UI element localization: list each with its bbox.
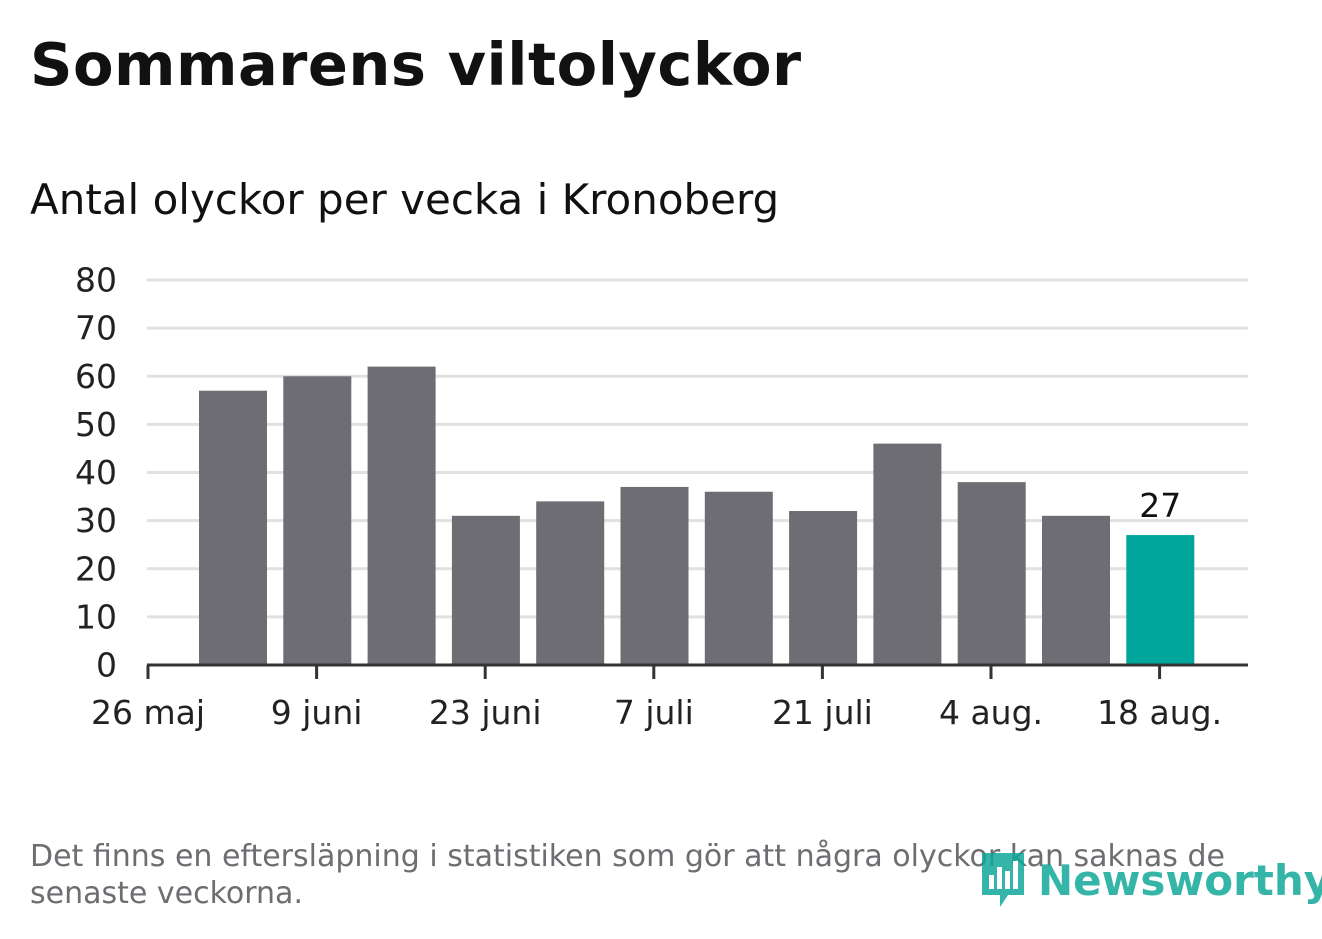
x-tick-label: 26 maj xyxy=(91,693,205,732)
bar xyxy=(1042,515,1110,665)
y-tick-label: 0 xyxy=(96,646,117,685)
y-tick-label: 50 xyxy=(75,405,117,444)
chart-subtitle: Antal olyckor per vecka i Kronoberg xyxy=(30,175,780,224)
y-tick-label: 20 xyxy=(75,549,117,588)
y-tick-label: 70 xyxy=(75,309,117,348)
x-tick-label: 23 juni xyxy=(429,693,542,732)
x-tick-label: 18 aug. xyxy=(1097,693,1222,732)
bar xyxy=(873,443,942,665)
bar xyxy=(704,491,773,665)
newsworthy-logo-icon xyxy=(982,853,1024,907)
bar xyxy=(283,376,352,665)
bar xyxy=(367,366,436,665)
bar xyxy=(451,515,520,665)
y-tick-label: 40 xyxy=(75,453,117,492)
bar xyxy=(536,501,605,665)
chart-title: Sommarens viltolyckor xyxy=(30,30,802,99)
y-tick-label: 30 xyxy=(75,501,117,540)
newsworthy-logo: Newsworthy xyxy=(978,847,1322,913)
x-tick-label: 21 juli xyxy=(772,693,873,732)
data-label: 27 xyxy=(1139,486,1181,525)
x-tick-label: 7 juli xyxy=(614,693,694,732)
y-tick-label: 80 xyxy=(75,261,117,300)
footnote: Det finns en eftersläpning i statistiken… xyxy=(30,839,1225,911)
bar xyxy=(789,511,858,665)
x-tick-label: 9 juni xyxy=(271,693,363,732)
bar xyxy=(620,486,689,665)
x-tick-label: 4 aug. xyxy=(939,693,1043,732)
logo-text: Newsworthy xyxy=(1038,855,1322,905)
bar xyxy=(199,390,267,665)
y-tick-label: 10 xyxy=(75,597,117,636)
bar xyxy=(957,482,1026,665)
y-tick-label: 60 xyxy=(75,357,117,396)
bar-highlighted xyxy=(1126,535,1195,665)
